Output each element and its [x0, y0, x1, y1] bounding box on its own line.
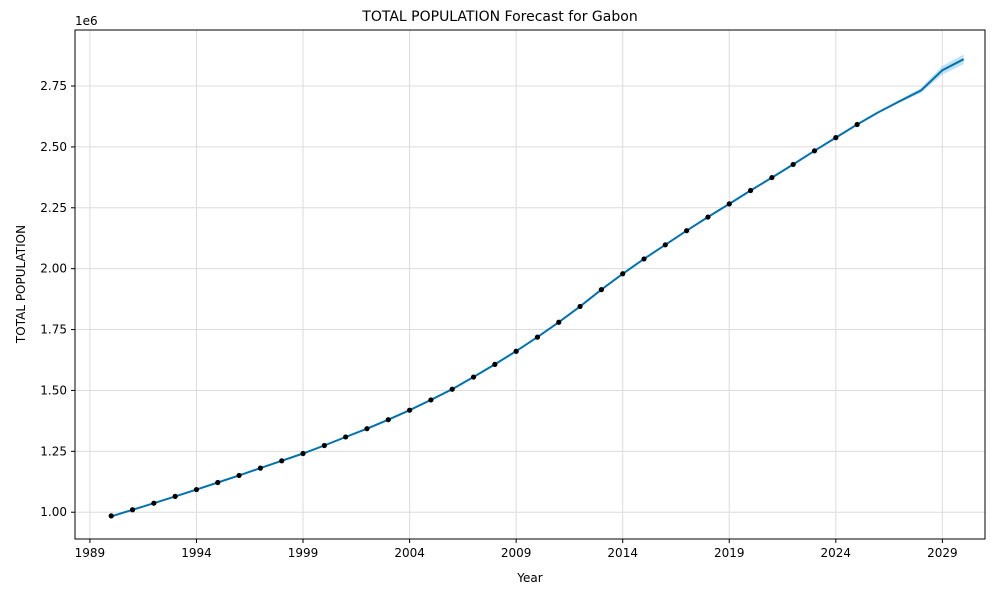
observed-point: [449, 386, 455, 392]
observed-point: [108, 513, 114, 519]
plot-frame: [74, 29, 986, 540]
chart-title: TOTAL POPULATION Forecast for Gabon: [361, 9, 637, 25]
observed-point: [193, 486, 200, 493]
observed-point: [215, 479, 221, 486]
x-tick-label: 2024: [821, 546, 852, 560]
y-tick-label: 2.00: [40, 262, 67, 276]
observed-point: [705, 214, 711, 220]
x-tick-label: 2029: [927, 546, 958, 560]
observed-point: [833, 135, 839, 141]
observed-point: [385, 417, 391, 423]
x-tick-label: 1989: [75, 546, 106, 560]
x-axis-ticks: 1989 1994 1999 2004 2009 2014 2019 2024 2029: [75, 539, 958, 560]
observed-point: [151, 500, 157, 506]
observed-point: [577, 303, 583, 310]
observed-point: [684, 228, 690, 234]
observed-point: [811, 148, 818, 154]
y-tick-label: 1.75: [40, 323, 67, 337]
observed-point: [662, 242, 668, 248]
observed-points-layer: [108, 121, 860, 519]
y-axis-offset-label: 1e6: [75, 14, 98, 28]
observed-point: [236, 472, 242, 479]
observed-point: [257, 465, 264, 471]
x-tick-label: 2004: [394, 546, 425, 560]
observed-point: [406, 407, 413, 413]
observed-point: [172, 493, 178, 499]
observed-point: [769, 174, 775, 181]
observed-point: [343, 434, 349, 440]
observed-point: [641, 256, 647, 262]
observed-point: [620, 271, 626, 277]
y-axis-ticks: 1.00 1.25 1.50 1.75 2.00 2.25 2.50 2.75: [40, 79, 75, 519]
x-tick-label: 2009: [501, 546, 532, 560]
x-axis-label: Year: [516, 571, 542, 585]
y-tick-label: 2.50: [40, 140, 67, 154]
x-tick-label: 2019: [714, 546, 745, 560]
x-tick-label: 1999: [288, 546, 319, 560]
x-tick-label: 1994: [181, 546, 212, 560]
observed-point: [556, 319, 562, 325]
y-axis-label: TOTAL POPULATION: [14, 225, 28, 344]
observed-point: [747, 187, 754, 194]
observed-point: [534, 334, 541, 340]
x-tick-label: 2014: [607, 546, 638, 560]
observed-point: [726, 201, 732, 207]
observed-point: [492, 361, 498, 367]
y-tick-label: 2.25: [40, 201, 67, 215]
observed-point: [300, 450, 306, 457]
observed-point: [364, 426, 370, 432]
observed-point: [129, 507, 136, 513]
observed-point: [790, 161, 796, 168]
observed-point: [854, 121, 860, 128]
y-tick-label: 1.00: [40, 505, 67, 519]
grid: [75, 30, 985, 539]
observed-point: [321, 442, 327, 449]
y-tick-label: 2.75: [40, 79, 67, 93]
y-tick-label: 1.50: [40, 383, 67, 397]
y-tick-label: 1.25: [40, 444, 67, 458]
observed-point: [513, 348, 519, 354]
observed-point: [428, 397, 434, 403]
observed-point: [470, 374, 477, 380]
observed-point: [279, 458, 285, 464]
observed-point: [598, 287, 604, 293]
